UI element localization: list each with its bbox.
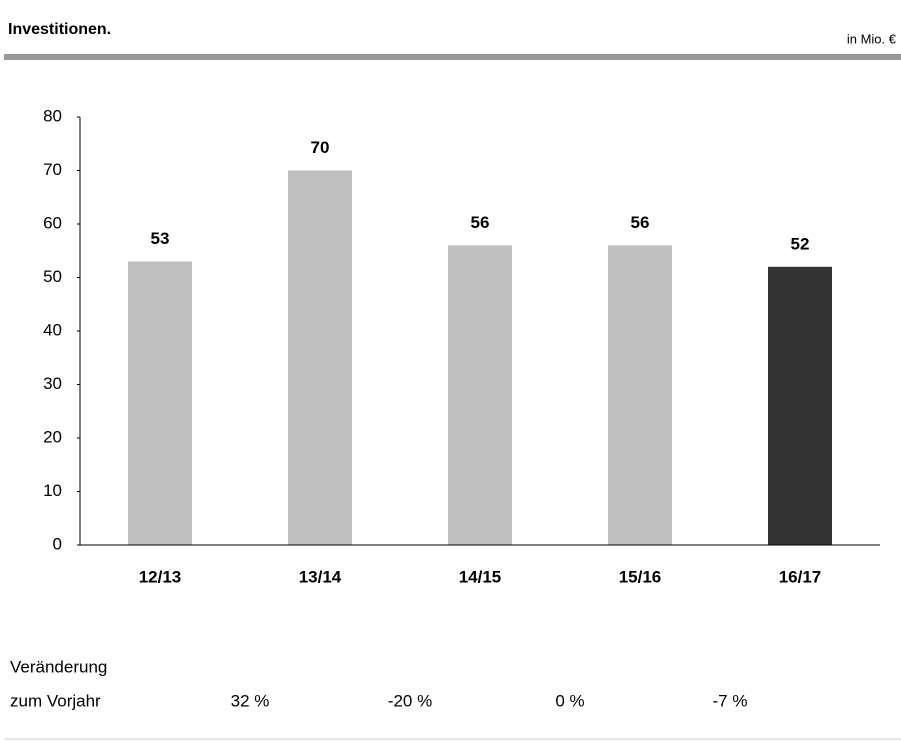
change-value: -7 % <box>713 691 748 710</box>
y-tick-label: 40 <box>43 320 62 339</box>
x-tick-label: 13/14 <box>299 567 342 586</box>
x-tick-label: 15/16 <box>619 567 662 586</box>
header-band <box>4 54 901 60</box>
value-label: 56 <box>631 213 650 232</box>
value-label: 56 <box>471 213 490 232</box>
y-tick-label: 70 <box>43 160 62 179</box>
unit-label: in Mio. € <box>847 31 897 46</box>
bar <box>128 261 192 545</box>
change-value: 0 % <box>555 691 584 710</box>
y-tick-label: 30 <box>43 374 62 393</box>
bar <box>288 170 352 545</box>
x-tick-label: 14/15 <box>459 567 502 586</box>
bar <box>608 245 672 545</box>
value-label: 52 <box>791 234 810 253</box>
value-label: 70 <box>311 138 330 157</box>
x-tick-label: 16/17 <box>779 567 822 586</box>
change-label: Veränderung <box>10 657 107 676</box>
change-label: zum Vorjahr <box>10 691 101 710</box>
value-label: 53 <box>151 229 170 248</box>
y-tick-label: 10 <box>43 481 62 500</box>
y-tick-label: 60 <box>43 213 62 232</box>
y-tick-label: 50 <box>43 267 62 286</box>
bar <box>448 245 512 545</box>
change-value: -20 % <box>388 691 432 710</box>
y-tick-label: 80 <box>43 106 62 125</box>
y-tick-label: 20 <box>43 427 62 446</box>
chart-title: Investitionen. <box>8 21 111 38</box>
x-tick-label: 12/13 <box>139 567 182 586</box>
bar <box>768 266 832 545</box>
change-value: 32 % <box>231 691 270 710</box>
y-tick-label: 0 <box>53 534 62 553</box>
